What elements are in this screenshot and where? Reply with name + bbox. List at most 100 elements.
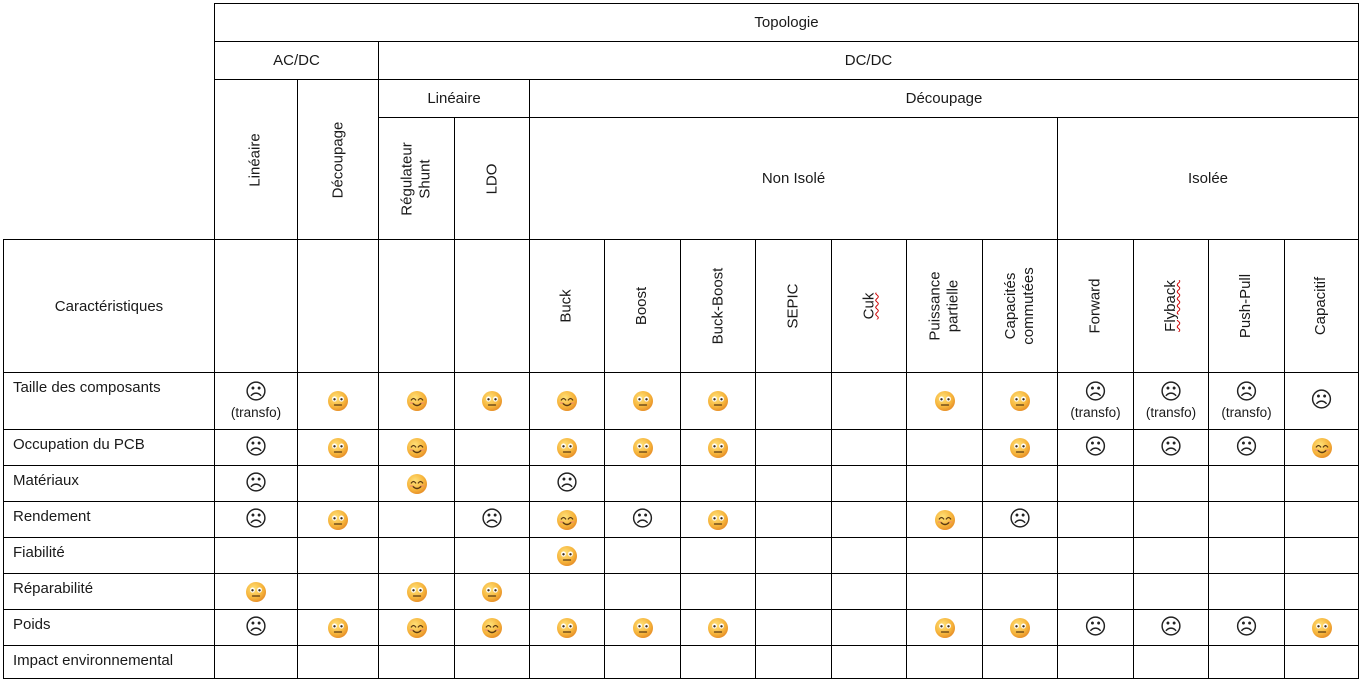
- neutral-face-icon: [708, 509, 728, 530]
- table-cell: [906, 573, 982, 609]
- table-cell: [604, 573, 680, 609]
- table-cell: [1284, 465, 1359, 501]
- neutral-face-icon: [328, 617, 348, 638]
- table-cell: ☹: [214, 609, 297, 645]
- table-cell: [529, 573, 604, 609]
- cell-content: ☹: [1159, 434, 1183, 460]
- column-header: Puissance partielle: [906, 239, 982, 372]
- neutral-face-icon: [934, 391, 955, 411]
- row-label-text: Occupation du PCB: [13, 436, 145, 453]
- table-cell: [1133, 645, 1208, 679]
- table-cell: [680, 537, 755, 573]
- row-label-text: Matériaux: [13, 472, 79, 489]
- table-cell: [529, 429, 604, 465]
- cell-content: [632, 617, 654, 639]
- table-cell: [297, 573, 378, 609]
- cell-content: [707, 617, 729, 639]
- column-header: Buck-Boost: [680, 239, 755, 372]
- table-cell: [604, 537, 680, 573]
- column-header: Capacités commutées: [982, 239, 1057, 372]
- header-isolee-text: Isolée: [1187, 170, 1229, 187]
- cell-content: [1009, 617, 1031, 639]
- row-label: Occupation du PCB: [3, 429, 214, 465]
- table-cell: [297, 537, 378, 573]
- column-header: Push-Pull: [1208, 239, 1284, 372]
- table-cell: [755, 429, 831, 465]
- row-label: Impact environnemental: [3, 645, 214, 679]
- neutral-face-icon: [557, 437, 577, 458]
- sad-face-icon: ☹: [1084, 380, 1107, 405]
- table-cell: [906, 429, 982, 465]
- cell-note: (transfo): [230, 405, 282, 420]
- cell-content: ☹ (transfo): [1070, 380, 1120, 421]
- cell-content: [556, 437, 578, 459]
- table-cell: [1284, 645, 1359, 679]
- column-header-label: SEPIC: [784, 283, 802, 329]
- table-cell: [1208, 501, 1284, 537]
- table-cell: ☹: [454, 501, 529, 537]
- neutral-face-icon: [708, 391, 728, 411]
- sad-face-icon: ☹: [244, 614, 268, 640]
- cell-content: ☹: [245, 508, 268, 531]
- table-cell: [906, 609, 982, 645]
- table-cell: [214, 645, 297, 679]
- happy-face-icon: [406, 437, 427, 458]
- cell-content: [934, 617, 956, 639]
- row-label-text: Réparabilité: [13, 580, 94, 597]
- column-header-spacer: [378, 239, 454, 372]
- row-label-text: Poids: [13, 616, 51, 633]
- table-cell: [297, 609, 378, 645]
- header-non-isole: Non Isolé: [529, 117, 1057, 239]
- column-header-label: Capacités commutées: [1002, 267, 1037, 345]
- table-cell: [529, 609, 604, 645]
- cell-content: ☹: [1009, 508, 1032, 531]
- cell-content: [707, 509, 729, 531]
- happy-face-icon: [406, 391, 427, 411]
- row-label: Réparabilité: [3, 573, 214, 609]
- neutral-face-icon: [1010, 617, 1030, 638]
- column-header: Linéaire: [214, 79, 297, 239]
- table-cell: [604, 372, 680, 429]
- table-cell: [604, 429, 680, 465]
- table-cell: [1057, 537, 1133, 573]
- header-isolee: Isolée: [1057, 117, 1359, 239]
- table-cell: [831, 372, 906, 429]
- cell-note: (transfo): [1221, 405, 1272, 420]
- table-cell: ☹ (transfo): [1057, 372, 1133, 429]
- table-cell: ☹: [214, 501, 297, 537]
- cell-content: ☹: [1310, 390, 1333, 412]
- column-header: Régulateur Shunt: [378, 117, 454, 239]
- cell-content: [1311, 617, 1333, 639]
- column-header-label: Cuk: [860, 292, 877, 320]
- column-header-label: LDO: [483, 163, 500, 194]
- sad-face-icon: ☹: [1159, 434, 1183, 460]
- happy-face-icon: [482, 617, 502, 638]
- table-cell: [1284, 573, 1359, 609]
- table-cell: ☹: [604, 501, 680, 537]
- cell-content: ☹: [1235, 436, 1258, 459]
- neutral-face-icon: [632, 391, 653, 411]
- table-cell: [1284, 429, 1359, 465]
- cell-content: [1009, 390, 1031, 412]
- cell-content: [632, 390, 654, 412]
- table-cell: [680, 645, 755, 679]
- row-label-text: Rendement: [13, 508, 91, 525]
- table-cell: [755, 573, 831, 609]
- happy-face-icon: [557, 509, 577, 530]
- cell-content: [245, 581, 267, 603]
- table-cell: [214, 537, 297, 573]
- cell-content: [556, 390, 578, 412]
- table-cell: [680, 372, 755, 429]
- row-label: Poids: [3, 609, 214, 645]
- sad-face-icon: ☹: [1084, 614, 1107, 640]
- table-cell: [378, 501, 454, 537]
- cell-content: [707, 390, 729, 412]
- header-decoupage-dcdc-text: Découpage: [905, 90, 983, 107]
- header-dcdc-text: DC/DC: [844, 52, 893, 69]
- neutral-face-icon: [632, 617, 653, 638]
- cell-content: [406, 617, 428, 639]
- header-decoupage-dcdc: Découpage: [529, 79, 1359, 117]
- neutral-face-icon: [406, 581, 427, 602]
- cell-content: ☹: [1084, 436, 1107, 459]
- row-label-text: Fiabilité: [13, 544, 65, 561]
